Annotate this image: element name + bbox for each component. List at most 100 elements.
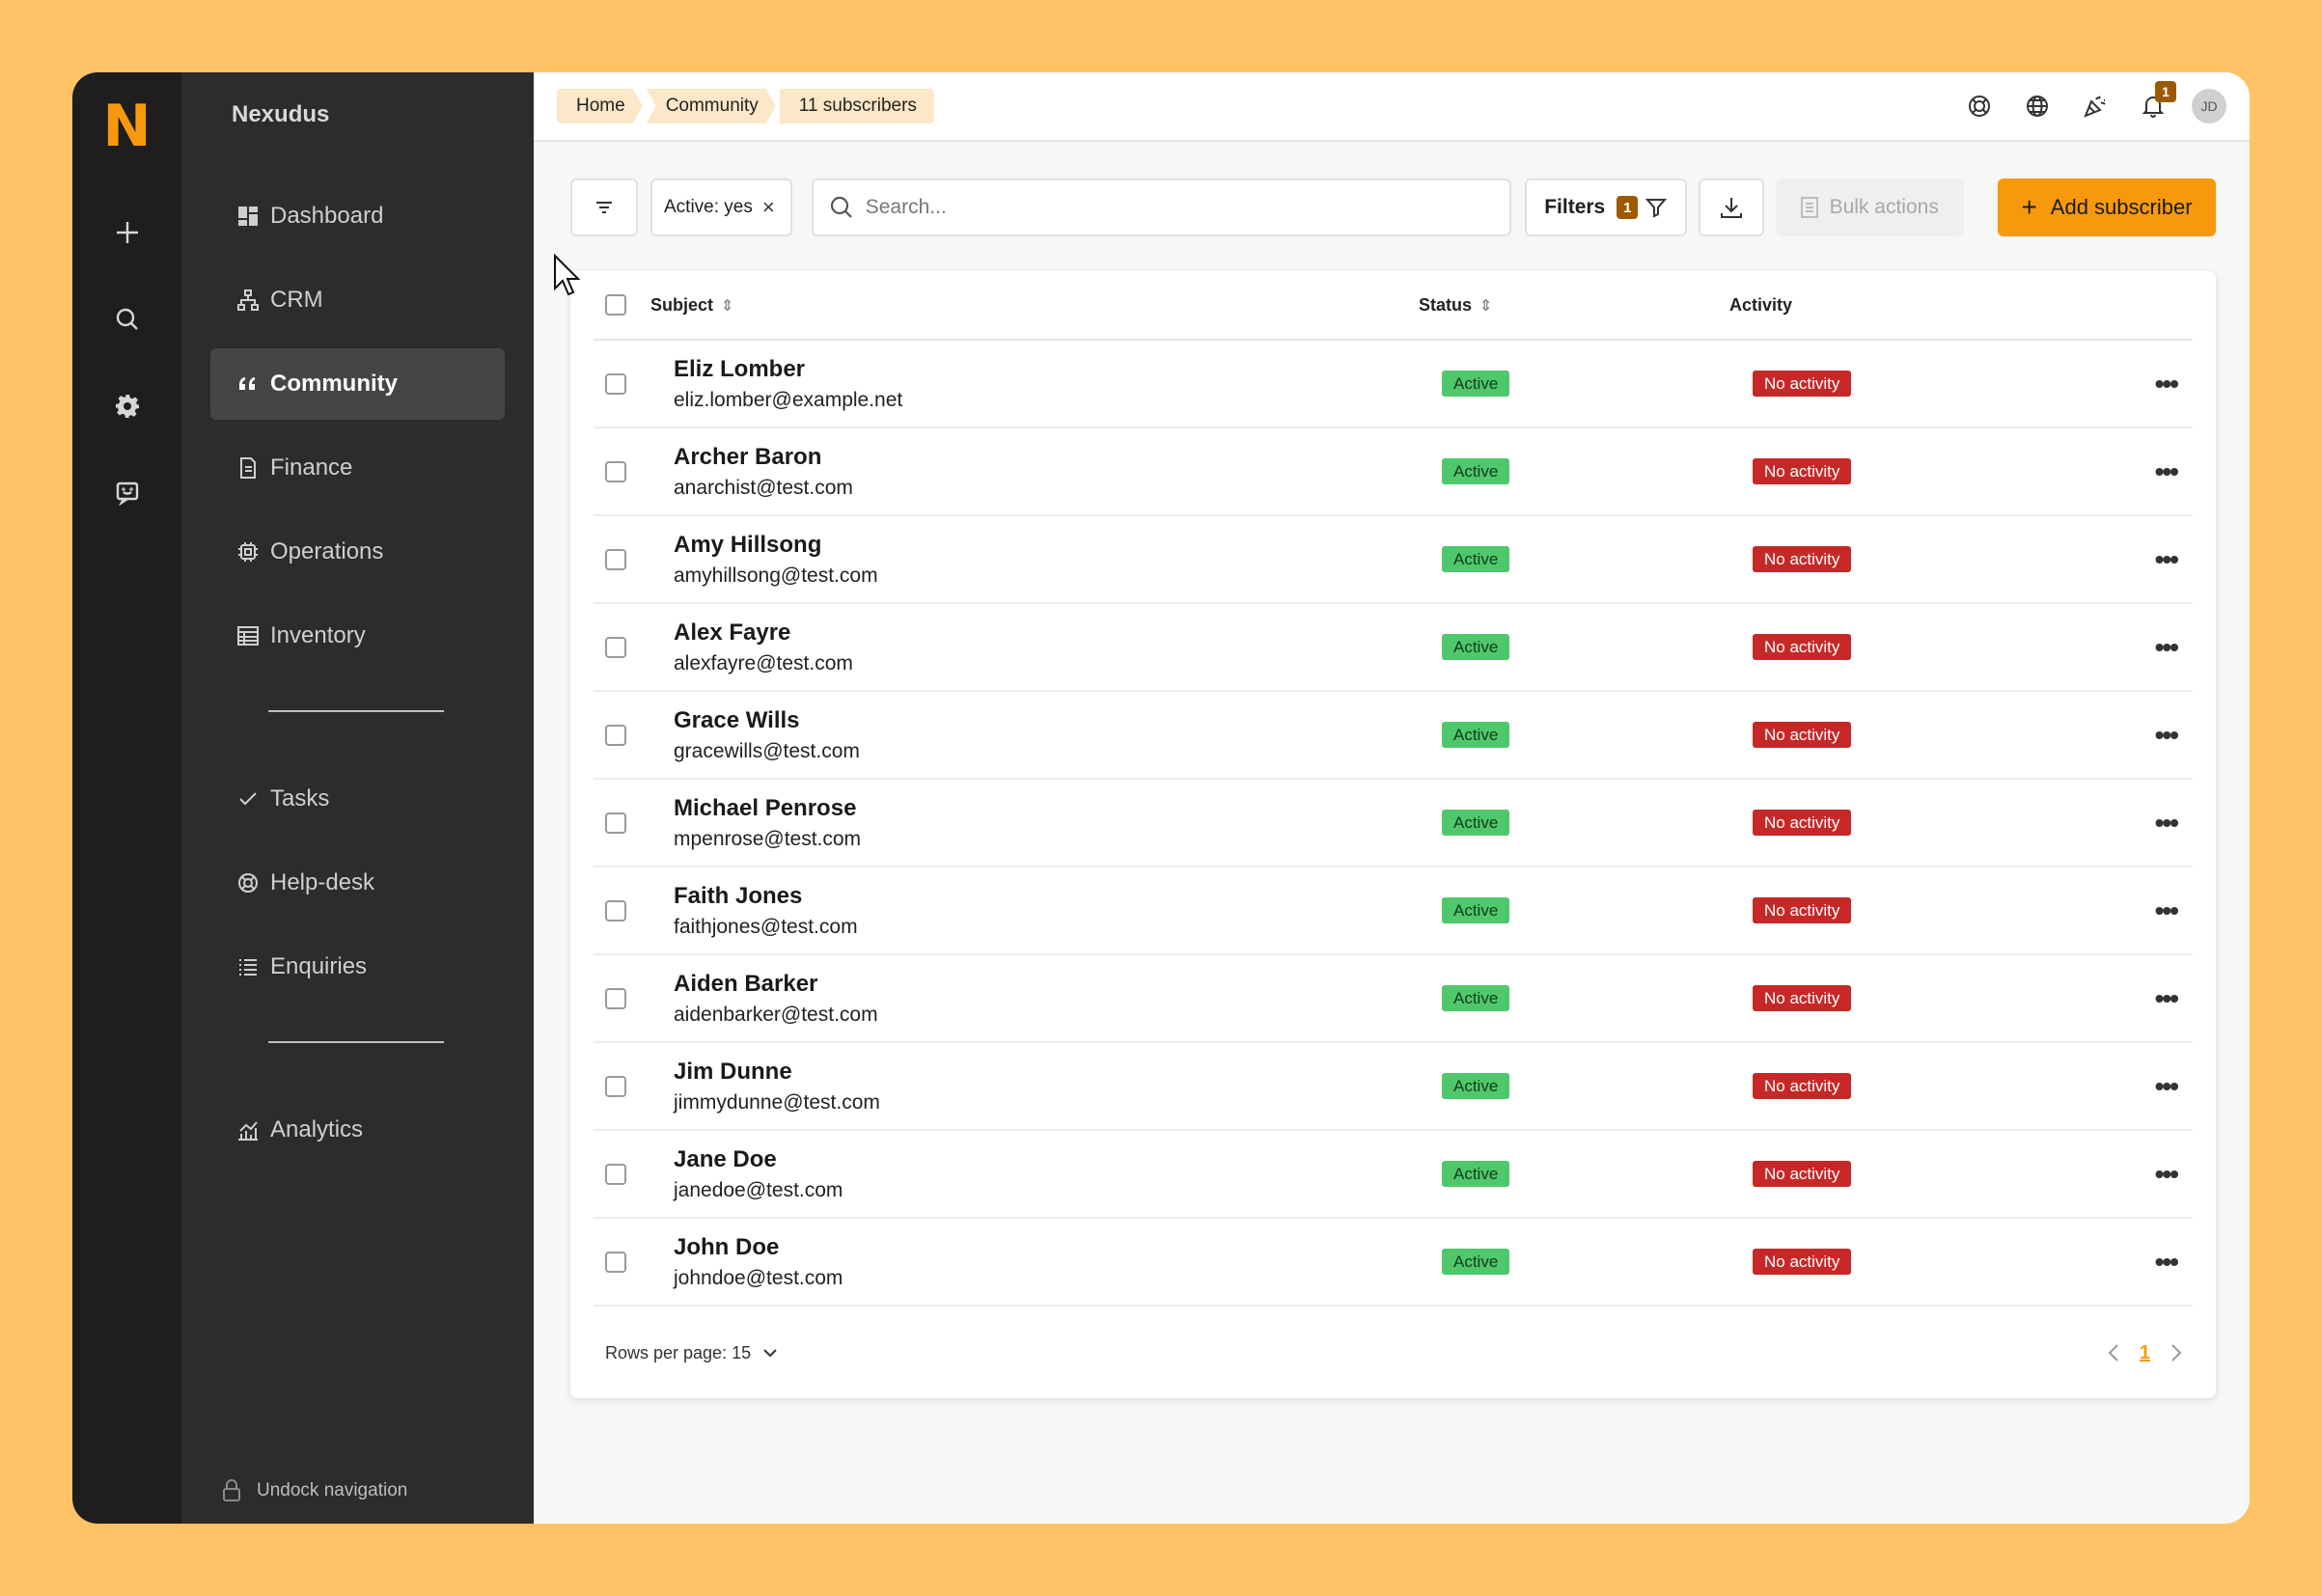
logo[interactable]: N: [102, 93, 152, 160]
breadcrumb-home[interactable]: Home: [557, 89, 643, 124]
chat-icon[interactable]: [98, 464, 156, 522]
subscriber-name[interactable]: Amy Hillsong: [674, 531, 822, 558]
more-actions-icon[interactable]: •••: [2154, 894, 2179, 925]
avatar[interactable]: JD: [2192, 89, 2226, 124]
plus-icon[interactable]: [98, 204, 156, 261]
filters-button[interactable]: Filters 1: [1524, 179, 1687, 236]
row-checkbox[interactable]: [605, 724, 626, 746]
more-actions-icon[interactable]: •••: [2154, 455, 2179, 486]
subscriber-name[interactable]: Jane Doe: [674, 1145, 777, 1172]
more-actions-icon[interactable]: •••: [2154, 368, 2179, 399]
subscriber-name[interactable]: Faith Jones: [674, 882, 803, 909]
header-subject[interactable]: Subject ⇕: [650, 295, 733, 316]
subscriber-name[interactable]: Eliz Lomber: [674, 355, 806, 382]
table-row[interactable]: John Doe johndoe@test.com Active No activit…: [594, 1219, 2193, 1307]
nav-item-help-desk[interactable]: Help-desk: [210, 847, 505, 919]
nav-item-label: Community: [270, 371, 398, 397]
add-subscriber-button[interactable]: + Add subscriber: [1998, 179, 2216, 236]
more-actions-icon[interactable]: •••: [2154, 631, 2179, 662]
more-actions-icon[interactable]: •••: [2154, 543, 2179, 574]
table-row[interactable]: Alex Fayre alexfayre@test.com Active No act…: [594, 604, 2193, 692]
nav-item-operations[interactable]: Operations: [210, 516, 505, 588]
more-actions-icon[interactable]: •••: [2154, 719, 2179, 750]
subscriber-name[interactable]: John Doe: [674, 1233, 780, 1260]
active-filter-chip[interactable]: Active: yes ×: [650, 179, 792, 236]
subscriber-email: eliz.lomber@example.net: [674, 388, 903, 411]
breadcrumb-community[interactable]: Community: [647, 89, 776, 124]
undock-navigation[interactable]: Undock navigation: [222, 1479, 407, 1502]
more-actions-icon[interactable]: •••: [2154, 807, 2179, 838]
table-row[interactable]: Jane Doe janedoe@test.com Active No activit…: [594, 1131, 2193, 1219]
search-icon: [830, 196, 852, 218]
close-icon[interactable]: ×: [761, 195, 775, 219]
row-checkbox[interactable]: [605, 1075, 626, 1097]
bulk-actions-button[interactable]: Bulk actions: [1775, 179, 1964, 236]
more-actions-icon[interactable]: •••: [2154, 1158, 2179, 1189]
gear-icon[interactable]: [98, 377, 156, 435]
row-checkbox[interactable]: [605, 812, 626, 834]
rows-per-page-select[interactable]: Rows per page: 15: [605, 1343, 778, 1363]
side-navigation: Nexudus Dashboard CRM Community Finance …: [181, 72, 534, 1524]
nav-item-dashboard[interactable]: Dashboard: [210, 180, 505, 252]
globe-icon[interactable]: [2018, 87, 2057, 125]
status-badge: Active: [1442, 1072, 1510, 1099]
download-button[interactable]: [1698, 179, 1764, 236]
activity-badge: No activity: [1753, 370, 1852, 397]
subscriber-name[interactable]: Archer Baron: [674, 443, 822, 470]
nav-item-inventory[interactable]: Inventory: [210, 600, 505, 672]
filter-toggle-button[interactable]: [570, 179, 638, 236]
nav-item-analytics[interactable]: Analytics: [210, 1094, 505, 1166]
table-row[interactable]: Grace Wills gracewills@test.com Active No a…: [594, 692, 2193, 780]
subscriber-email: gracewills@test.com: [674, 739, 860, 762]
row-checkbox[interactable]: [605, 899, 626, 922]
nav-list: Dashboard CRM Community Finance Operatio…: [210, 180, 505, 1166]
table-header: Subject ⇕ Status ⇕ Activity: [594, 271, 2193, 341]
more-actions-icon[interactable]: •••: [2154, 1070, 2179, 1101]
table-row[interactable]: Michael Penrose mpenrose@test.com Active No…: [594, 780, 2193, 867]
table-row[interactable]: Amy Hillsong amyhillsong@test.com Active No…: [594, 516, 2193, 604]
sort-icon[interactable]: ⇕: [1479, 297, 1493, 315]
header-status[interactable]: Status ⇕: [1419, 295, 1492, 316]
activity-cell: No activity: [1753, 633, 1852, 660]
subscriber-name[interactable]: Jim Dunne: [674, 1058, 792, 1085]
nav-item-community[interactable]: Community: [210, 348, 505, 420]
nav-item-label: Dashboard: [270, 203, 384, 229]
search-input[interactable]: [865, 196, 1479, 219]
nav-item-finance[interactable]: Finance: [210, 432, 505, 504]
row-checkbox[interactable]: [605, 1163, 626, 1185]
party-popper-icon[interactable]: [2076, 87, 2115, 125]
sort-icon[interactable]: ⇕: [721, 297, 734, 315]
help-lifebuoy-icon[interactable]: [1960, 87, 1999, 125]
nav-item-crm[interactable]: CRM: [210, 264, 505, 336]
bell-icon[interactable]: 1: [2134, 81, 2176, 125]
nav-item-tasks[interactable]: Tasks: [210, 763, 505, 835]
subscriber-name[interactable]: Michael Penrose: [674, 794, 857, 821]
table-row[interactable]: Faith Jones faithjones@test.com Active No a…: [594, 867, 2193, 955]
status-cell: Active: [1442, 370, 1510, 397]
table-footer: Rows per page: 15 1: [594, 1307, 2193, 1399]
more-actions-icon[interactable]: •••: [2154, 982, 2179, 1013]
subscriber-name[interactable]: Grace Wills: [674, 706, 800, 733]
subscriber-name[interactable]: Aiden Barker: [674, 970, 818, 997]
search-icon[interactable]: [98, 290, 156, 348]
table-row[interactable]: Eliz Lomber eliz.lomber@example.net Active…: [594, 341, 2193, 428]
row-checkbox[interactable]: [605, 460, 626, 482]
table-row[interactable]: Archer Baron anarchist@test.com Active No a…: [594, 428, 2193, 516]
row-checkbox[interactable]: [605, 987, 626, 1009]
nav-item-enquiries[interactable]: Enquiries: [210, 931, 505, 1003]
table-row[interactable]: Jim Dunne jimmydunne@test.com Active No act…: [594, 1043, 2193, 1131]
filters-count: 1: [1617, 196, 1639, 219]
more-actions-icon[interactable]: •••: [2154, 1246, 2179, 1277]
chevron-right-icon[interactable]: [2170, 1343, 2183, 1362]
row-checkbox[interactable]: [605, 548, 626, 570]
row-checkbox[interactable]: [605, 1251, 626, 1273]
select-all-checkbox[interactable]: [605, 294, 626, 316]
table-row[interactable]: Aiden Barker aidenbarker@test.com Active No…: [594, 955, 2193, 1043]
subscriber-name[interactable]: Alex Fayre: [674, 619, 791, 646]
row-checkbox[interactable]: [605, 636, 626, 658]
subject-cell: Eliz Lomber eliz.lomber@example.net: [674, 356, 902, 412]
page-number[interactable]: 1: [2139, 1341, 2150, 1363]
chevron-left-icon[interactable]: [2107, 1343, 2120, 1362]
row-checkbox[interactable]: [605, 372, 626, 395]
search-box[interactable]: [811, 179, 1511, 236]
